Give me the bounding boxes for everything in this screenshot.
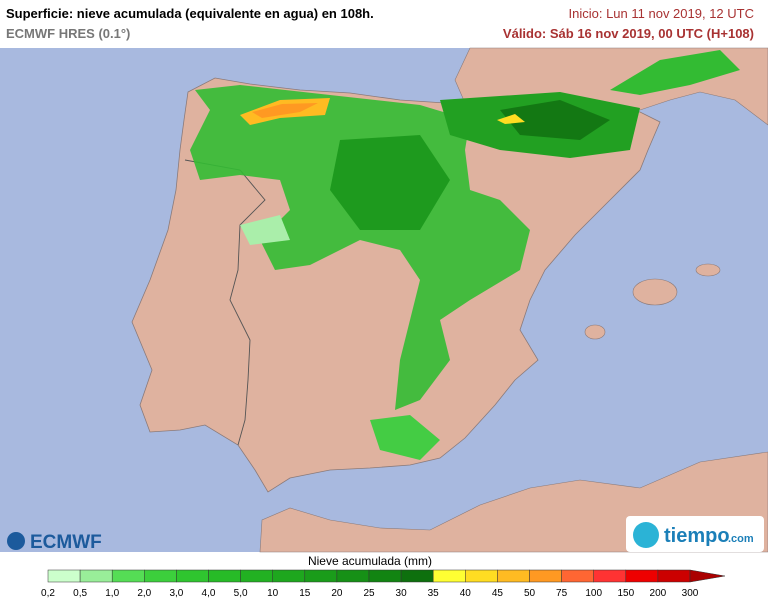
color-box (111, 569, 145, 583)
tick-label: 4,0 (202, 588, 216, 599)
ecmwf-logo: ECMWF (7, 532, 102, 553)
legend-title: Nieve acumulada (mm) (308, 554, 432, 568)
tick-label: 40 (460, 588, 472, 599)
color-box (432, 569, 466, 583)
color-box (497, 569, 530, 583)
color-box (79, 569, 113, 583)
colorbar: 0,2 0,5 1,0 2,0 3,0 4,0 5,0 10 15 20 25 30 35 40 45 50 7… (41, 569, 726, 599)
color-arrow (689, 569, 726, 583)
tick-label: 0,2 (41, 588, 55, 599)
color-box (47, 569, 81, 583)
tiempo-logo: tiempo .com (626, 516, 764, 552)
color-box (465, 569, 498, 583)
color-box (368, 569, 402, 583)
color-box (304, 569, 338, 583)
color-box (593, 569, 627, 583)
color-box (272, 569, 306, 583)
init-time: Inicio: Lun 11 nov 2019, 12 UTC (569, 6, 755, 21)
color-box (208, 569, 241, 583)
tiempo-domain: .com (728, 533, 754, 545)
tick-label: 15 (299, 588, 311, 599)
model: ECMWF HRES (0.1°) (6, 26, 130, 41)
tick-label: 75 (556, 588, 568, 599)
tick-label: 10 (267, 588, 279, 599)
valid-time: Válido: Sáb 16 nov 2019, 00 UTC (H+108) (503, 26, 754, 41)
color-box (336, 569, 370, 583)
tick-label: 0,5 (73, 588, 87, 599)
tick-label: 20 (331, 588, 343, 599)
tick-label: 200 (650, 588, 667, 599)
color-box (176, 569, 209, 583)
color-box (657, 569, 691, 583)
tick-label: 100 (585, 588, 602, 599)
color-box (144, 569, 177, 583)
map (0, 47, 768, 553)
tick-label: 2,0 (137, 588, 151, 599)
tick-label: 150 (617, 588, 634, 599)
tick-label: 3,0 (169, 588, 183, 599)
tick-label: 1,0 (105, 588, 119, 599)
tick-label: 5,0 (234, 588, 248, 599)
color-box (240, 569, 273, 583)
ecmwf-text: ECMWF (30, 532, 102, 553)
color-box (400, 569, 434, 583)
tick-label: 50 (524, 588, 536, 599)
tick-label: 35 (428, 588, 440, 599)
tick-label: 25 (363, 588, 375, 599)
title: Superficie: nieve acumulada (equivalente… (6, 6, 374, 21)
color-box (529, 569, 562, 583)
color-box (625, 569, 659, 583)
tick-label: 300 (682, 588, 699, 599)
color-box (561, 569, 594, 583)
tick-label: 45 (492, 588, 504, 599)
tiempo-name: tiempo (664, 525, 730, 547)
tick-label: 30 (396, 588, 408, 599)
